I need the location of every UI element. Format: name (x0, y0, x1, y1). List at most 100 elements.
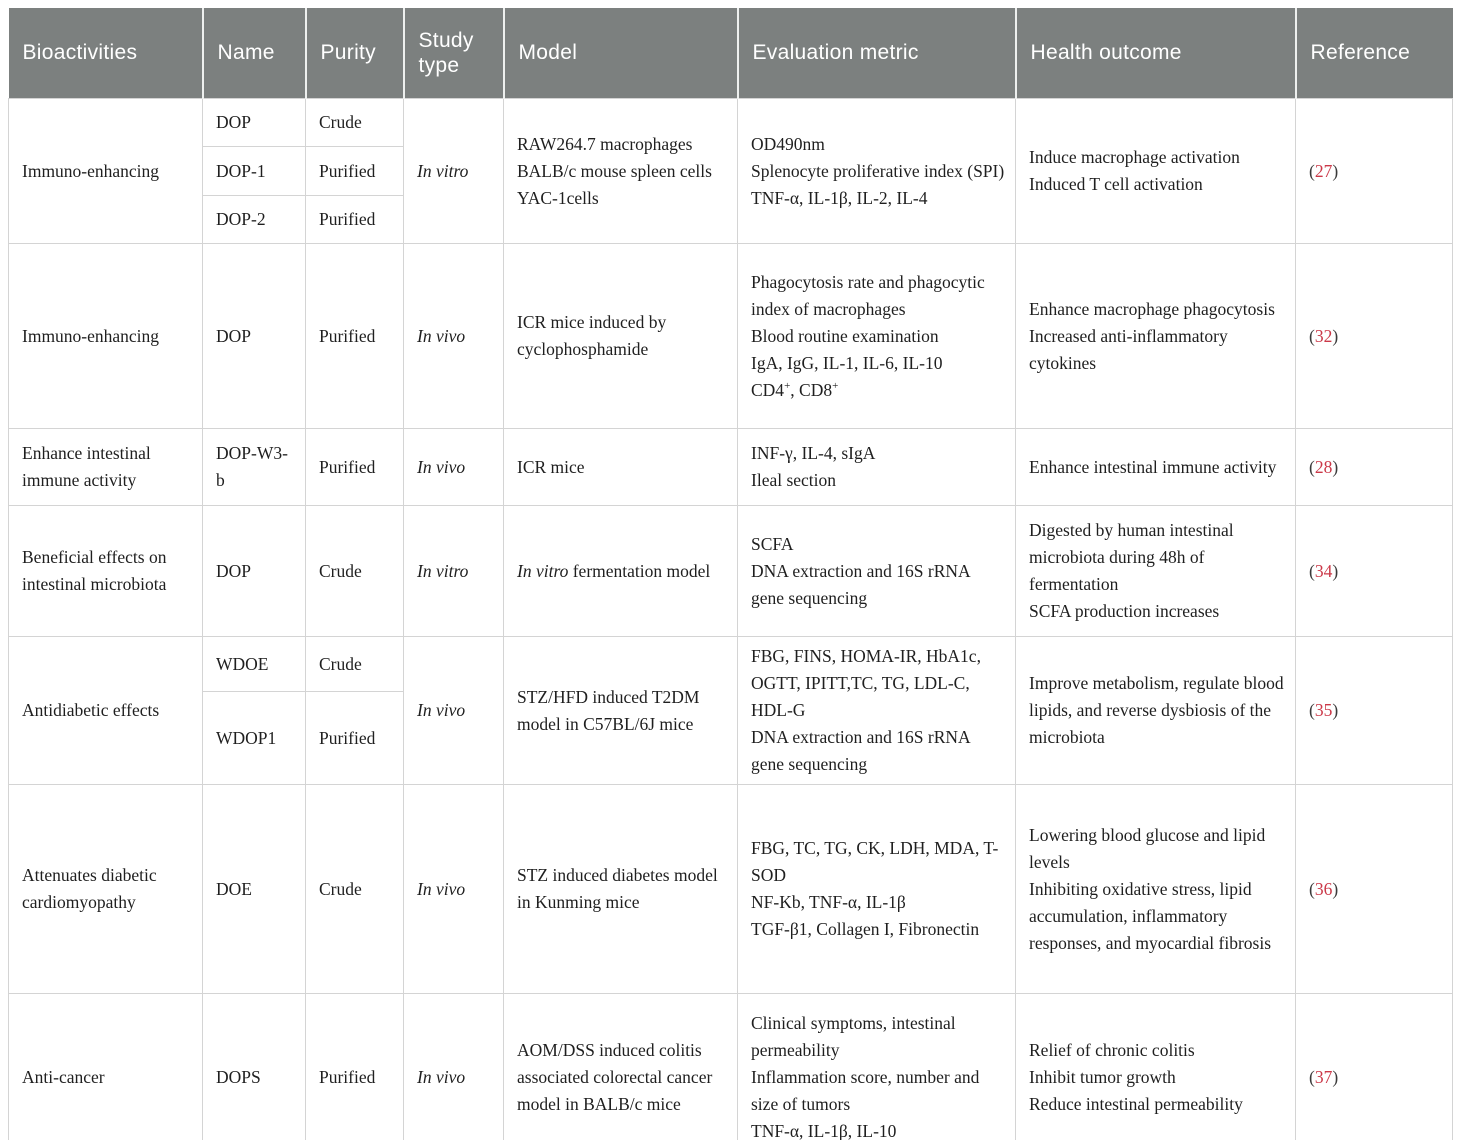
table-row: Immuno-enhancing DOP Crude In vitro RAW264.7… (8, 98, 1453, 244)
cell-purity: Purified (305, 146, 404, 196)
reference-citation-link[interactable]: 28 (1314, 456, 1333, 477)
cell-line: SCFA production increases (1029, 598, 1285, 625)
reference-citation-link[interactable]: 27 (1314, 160, 1333, 181)
cell-health-outcome: Lowering blood glucose and lipid levels I… (1015, 784, 1296, 994)
cell-line: Enhance macrophage phagocytosis (1029, 296, 1285, 323)
cell-model: STZ/HFD induced T2DM model in C57BL/6J m… (503, 636, 738, 785)
cell-reference: (37) (1295, 993, 1453, 1140)
cell-line: In vitro fermentation model (517, 558, 727, 585)
header-cell-model: Model (502, 8, 738, 99)
cell-line: IgA, IgG, IL-1, IL-6, IL-10 (751, 350, 1005, 377)
text-segment: TNF-α, IL-1β, IL-10 (751, 1120, 897, 1140)
cell-study-type: In vivo (403, 428, 504, 506)
cell-line: TGF-β1, Collagen I, Fibronectin (751, 916, 1005, 943)
table-row: Beneficial effects on intestinal microbi… (8, 505, 1453, 637)
cell-line: Enhance intestinal immune activity (1029, 454, 1285, 481)
reference-paren: ) (1332, 878, 1339, 899)
cell-study-type: In vivo (403, 243, 504, 429)
text-segment: Lowering blood glucose and lipid levels (1029, 824, 1266, 872)
cell-reference: (28) (1295, 428, 1453, 506)
text-segment: Clinical symptoms, intestinal permeabili… (751, 1012, 956, 1060)
reference-citation-link[interactable]: 37 (1314, 1066, 1333, 1087)
cell-bioactivity: Immuno-enhancing (8, 243, 203, 429)
cell-study-type: In vitro (403, 505, 504, 637)
text-segment: FBG, FINS, HOMA-IR, HbA1c, OGTT, IPITT,T… (751, 646, 981, 720)
cell-line: SCFA (751, 531, 1005, 558)
table-row: DOP-1 Purified (9, 146, 1453, 196)
cell-line: Relief of chronic colitis (1029, 1037, 1285, 1064)
cell-line: Increased anti-inflammatory cytokines (1029, 323, 1285, 377)
text-segment: TNF-α, IL-1β, IL-2, IL-4 (751, 187, 928, 208)
cell-name: DOP (202, 505, 306, 637)
text-segment: BALB/c mouse spleen cells (517, 160, 712, 181)
cell-evaluation-metric: OD490nm Splenocyte proliferative index (S… (737, 98, 1016, 244)
cell-health-outcome: Induce macrophage activation Induced T ce… (1015, 98, 1296, 244)
cell-line: NF-Kb, TNF-α, IL-1β (751, 889, 1005, 916)
cell-evaluation-metric: Phagocytosis rate and phagocytic index o… (737, 243, 1016, 429)
reference-citation-link[interactable]: 32 (1314, 325, 1333, 346)
cell-line: TNF-α, IL-1β, IL-2, IL-4 (751, 185, 1005, 212)
text-segment: Inflammation score, number and size of t… (751, 1066, 980, 1114)
text-segment: Induced T cell activation (1029, 174, 1203, 194)
table-row: DOP-2 Purified (9, 195, 1453, 244)
cell-line: STZ induced diabetes model in Kunming mi… (517, 862, 727, 916)
table-row: Anti-cancer DOPS Purified In vivo AOM/DSS in… (8, 993, 1453, 1140)
reference-citation-link[interactable]: 34 (1314, 560, 1333, 581)
text-segment: Induce macrophage activation (1029, 147, 1240, 167)
cell-bioactivity: Immuno-enhancing (8, 98, 203, 244)
cell-line: DNA extraction and 16S rRNA gene sequenc… (751, 724, 1005, 778)
text-segment: CD4 (751, 379, 785, 400)
cell-model: AOM/DSS induced colitis associated color… (503, 993, 738, 1140)
cell-line: OD490nm (751, 131, 1005, 158)
cell-reference: (35) (1295, 636, 1453, 785)
reference-citation-link[interactable]: 35 (1314, 700, 1333, 720)
reference-paren: ) (1332, 160, 1339, 181)
cell-bioactivity: Attenuates diabetic cardiomyopathy (8, 784, 203, 994)
cell-line: INF-γ, IL-4, sIgA (751, 440, 1005, 467)
text-segment: STZ/HFD induced T2DM model in C57BL/6J m… (517, 686, 700, 734)
text-segment: SCFA (751, 533, 794, 554)
reference-paren: ( (1309, 878, 1315, 899)
cell-line: Inhibit tumor growth (1029, 1064, 1285, 1091)
reference-paren: ( (1309, 1066, 1315, 1087)
cell-bioactivity: Anti-cancer (8, 993, 203, 1140)
header-cell-study-type: Study type (402, 8, 504, 99)
text-segment: Increased anti-inflammatory cytokines (1029, 325, 1228, 373)
text-segment: FBG, TC, TG, CK, LDH, MDA, T-SOD (751, 838, 999, 885)
table-row: WDOP1 Purified (9, 691, 1453, 785)
cell-study-type: In vivo (403, 784, 504, 994)
reference-paren: ) (1332, 560, 1339, 581)
reference-paren: ( (1309, 160, 1315, 181)
cell-line: RAW264.7 macrophages (517, 131, 727, 158)
cell-purity: Crude (305, 505, 404, 637)
text-segment: DNA extraction and 16S rRNA gene sequenc… (751, 560, 970, 608)
cell-name: WDOE (202, 635, 306, 693)
cell-line: Digested by human intestinal microbiota … (1029, 517, 1285, 598)
cell-model: ICR mice (503, 428, 738, 506)
cell-health-outcome: Enhance intestinal immune activity (1015, 428, 1296, 506)
cell-line: Lowering blood glucose and lipid levels (1029, 822, 1285, 876)
cell-bioactivity: Antidiabetic effects (8, 636, 203, 785)
text-segment: Inhibiting oxidative stress, lipid accum… (1029, 878, 1272, 953)
reference-paren: ( (1309, 700, 1315, 720)
cell-purity: Purified (305, 993, 404, 1140)
cell-reference: (34) (1295, 505, 1453, 637)
cell-model: STZ induced diabetes model in Kunming mi… (503, 784, 738, 994)
table-row: Attenuates diabetic cardiomyopathy DOE Cru… (8, 784, 1453, 994)
cell-line: AOM/DSS induced colitis associated color… (517, 1037, 727, 1118)
cell-name: DOP-W3-b (202, 428, 306, 506)
header-cell-name: Name (201, 8, 306, 99)
cell-purity: Purified (305, 428, 404, 506)
header-cell-reference: Reference (1294, 8, 1453, 99)
reference-citation-link[interactable]: 36 (1314, 878, 1333, 899)
cell-model: RAW264.7 macrophages BALB/c mouse spleen … (503, 98, 738, 244)
reference-paren: ) (1332, 325, 1339, 346)
text-segment: Inhibit tumor growth (1029, 1066, 1176, 1087)
cell-line: ICR mice induced by cyclophosphamide (517, 309, 727, 363)
text-segment: TGF-β1, Collagen I, Fibronectin (751, 919, 980, 939)
text-segment: Improve metabolism, regulate blood lipid… (1029, 673, 1284, 747)
cell-study-type: In vitro (403, 98, 504, 244)
cell-evaluation-metric: Clinical symptoms, intestinal permeabili… (737, 993, 1016, 1140)
cell-purity: Crude (305, 784, 404, 994)
